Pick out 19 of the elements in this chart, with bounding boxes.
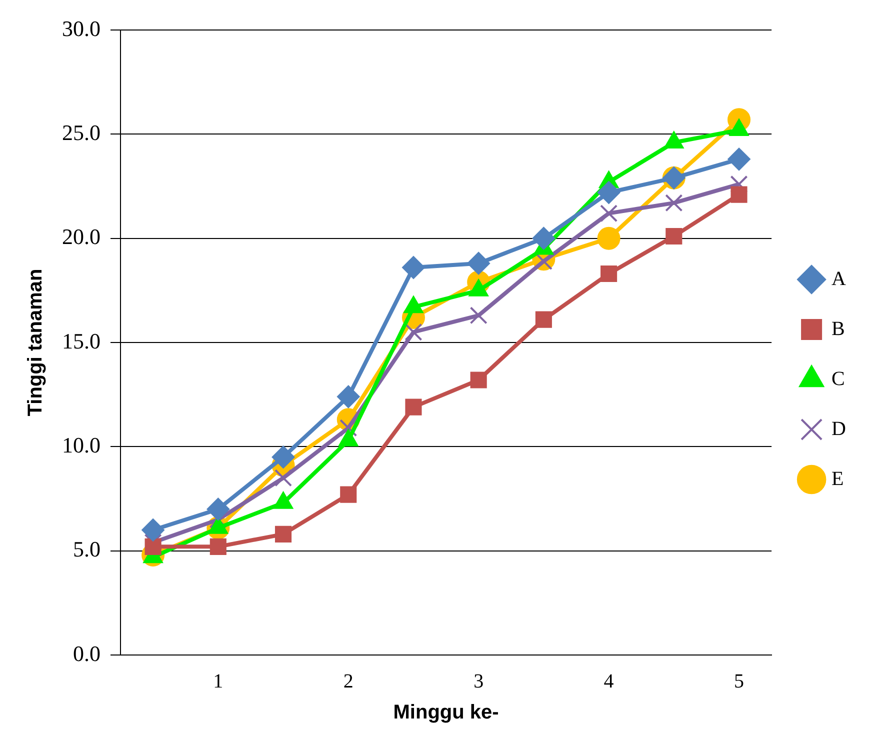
legend-label: E — [832, 468, 844, 490]
x-axis-title: Minggu ke- — [393, 702, 499, 724]
x-tick-label: 1 — [213, 670, 224, 692]
legend-label: A — [832, 268, 847, 290]
x-tick-label: 4 — [604, 670, 614, 692]
y-tick-label: 10.0 — [62, 432, 100, 458]
legend-label: C — [832, 368, 845, 390]
y-tick-label: 5.0 — [73, 536, 100, 562]
legend-label: D — [832, 418, 846, 440]
y-tick-label: 25.0 — [62, 120, 100, 145]
y-axis-title: Tinggi tanaman — [24, 268, 47, 416]
x-tick-label: 2 — [343, 670, 354, 692]
y-tick-label: 30.0 — [62, 16, 100, 41]
y-tick-label: 20.0 — [62, 224, 100, 250]
y-tick-label: 0.0 — [73, 640, 100, 666]
legend-label: B — [832, 318, 845, 340]
x-tick-label: 5 — [734, 670, 744, 692]
y-tick-label: 15.0 — [62, 328, 100, 354]
x-tick-label: 3 — [474, 670, 484, 692]
